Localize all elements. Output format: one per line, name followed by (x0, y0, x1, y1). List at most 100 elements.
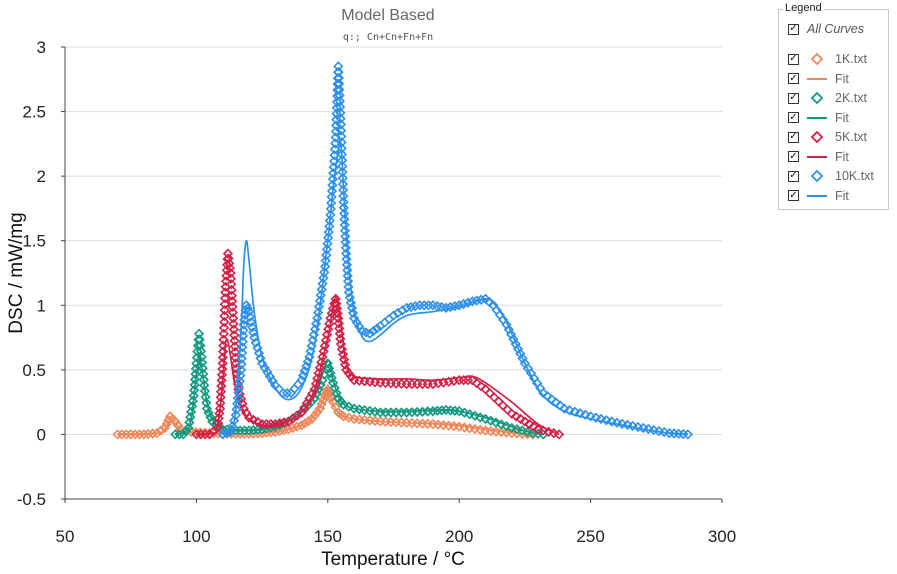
data-point-6-1 (221, 428, 232, 439)
data-point-0-8 (147, 428, 158, 439)
data-point-4-129 (406, 378, 418, 390)
series-5-fit (196, 295, 560, 436)
data-point-6-162 (401, 302, 412, 314)
data-point-6-153 (364, 328, 375, 339)
data-point-2-110 (501, 421, 512, 432)
legend-item-0[interactable]: ✓ 1K.txt (788, 50, 867, 68)
data-point-4-39 (224, 263, 236, 274)
series-3-fit (175, 355, 544, 436)
legend-item-3[interactable]: ✓ Fit (788, 109, 849, 127)
legend-item-4[interactable]: ✓ 5K.txt (788, 128, 867, 146)
legend-checkbox-2[interactable]: ✓ (788, 92, 799, 104)
data-point-6-30 (246, 322, 258, 333)
data-point-6-60 (311, 318, 322, 329)
data-point-4-42 (226, 279, 237, 290)
data-point-4-114 (340, 359, 351, 370)
data-point-4-49 (228, 318, 239, 329)
x-tick-label-0: 50 (56, 527, 75, 546)
legend-checkbox-7[interactable]: ✓ (788, 189, 799, 201)
data-point-6-109 (334, 90, 345, 101)
data-point-4-101 (330, 293, 341, 304)
legend-label-0: 1K.txt (835, 52, 867, 66)
data-point-4-17 (217, 358, 228, 369)
series-7-fit (222, 140, 688, 437)
data-point-4-130 (412, 378, 423, 390)
data-point-4-53 (229, 341, 240, 352)
data-point-2-72 (326, 372, 337, 384)
data-point-2-35 (203, 407, 214, 419)
legend-item-2[interactable]: ✓ 2K.txt (788, 89, 867, 107)
data-point-4-150 (506, 408, 517, 419)
data-point-4-48 (228, 313, 239, 324)
data-point-4-111 (336, 344, 348, 355)
legend-checkbox-6[interactable]: ✓ (788, 170, 799, 182)
data-point-4-103 (331, 303, 343, 314)
data-point-0-48 (306, 413, 318, 425)
data-point-6-110 (334, 96, 346, 107)
y-axis-label: DSC / mW/mg (6, 212, 27, 333)
chart-title: Model Based (341, 7, 434, 24)
legend-checkbox-4[interactable]: ✓ (788, 131, 799, 143)
data-point-6-105 (333, 67, 344, 78)
legend-label-4: 5K.txt (835, 130, 867, 144)
data-point-4-46 (227, 301, 238, 313)
x-tick-label-4: 250 (576, 527, 604, 546)
data-point-4-50 (228, 324, 239, 335)
chart-subtitle: q:; Cn+Cn+Fn+Fn (343, 32, 433, 43)
legend-line-swatch-7 (807, 194, 827, 197)
data-point-6-126 (338, 190, 349, 202)
axes (64, 47, 722, 500)
data-point-6-115 (336, 125, 347, 136)
data-point-0-58 (326, 392, 337, 403)
data-point-2-22 (194, 334, 205, 345)
legend-item-6[interactable]: ✓ 10K.txt (788, 167, 874, 185)
data-point-6-130 (339, 214, 350, 225)
data-point-6-10 (233, 381, 245, 392)
checkbox-all-curves[interactable]: ✓ (788, 23, 799, 35)
legend-diamond-swatch-0 (810, 52, 824, 66)
data-point-4-155 (528, 421, 539, 432)
data-point-2-46 (243, 425, 255, 436)
legend-item-7[interactable]: ✓ Fit (788, 187, 849, 205)
data-point-6-212 (595, 413, 607, 425)
data-point-4-104 (332, 308, 343, 319)
data-point-6-114 (335, 119, 347, 130)
y-tick-label-2: 0.5 (22, 361, 46, 380)
data-point-6-0 (217, 429, 228, 440)
legend-panel: Legend ✓ All Curves ✓ 1K.txt ✓ Fit ✓ 2K.txt ✓ F… (778, 2, 889, 210)
series-0-measured (112, 384, 538, 440)
data-point-4-23 (218, 322, 230, 334)
data-point-4-45 (227, 296, 238, 307)
data-point-2-25 (196, 351, 207, 363)
data-point-4-142 (471, 378, 482, 389)
data-point-0-16 (170, 416, 181, 427)
y-tick-label-4: 1.5 (22, 232, 46, 251)
legend-checkbox-1[interactable]: ✓ (788, 72, 799, 84)
legend-item-5[interactable]: ✓ Fit (788, 148, 849, 166)
data-point-2-109 (496, 419, 507, 430)
data-point-4-36 (222, 248, 234, 259)
legend-checkbox-0[interactable]: ✓ (788, 53, 799, 65)
data-point-4-152 (515, 413, 526, 425)
data-point-4-27 (219, 299, 231, 310)
legend-checkbox-5[interactable]: ✓ (788, 150, 799, 162)
data-point-0-41 (278, 424, 290, 436)
series-6-measured (217, 61, 693, 440)
legend-checkbox-3[interactable]: ✓ (788, 111, 799, 123)
data-point-4-21 (218, 334, 229, 345)
data-point-0-64 (343, 412, 354, 423)
tick-labels: 50 100 150 200 250 300 -0.5 0 0.5 1 1.5 2 2.5 3 (17, 38, 736, 546)
legend-item-1[interactable]: ✓ Fit (788, 70, 849, 88)
y-tick-label-0: -0.5 (17, 490, 46, 509)
data-point-6-131 (339, 219, 350, 231)
data-point-6-209 (580, 409, 591, 420)
data-point-6-154 (368, 325, 379, 337)
data-point-6-172 (445, 301, 456, 313)
data-point-6-132 (339, 225, 351, 236)
legend-item-all-curves[interactable]: ✓ All Curves (788, 20, 864, 38)
data-point-4-40 (225, 267, 236, 279)
data-point-6-146 (346, 302, 358, 314)
data-point-6-8 (232, 392, 243, 404)
data-point-6-138 (341, 259, 353, 270)
legend-line-swatch-5 (807, 155, 827, 158)
